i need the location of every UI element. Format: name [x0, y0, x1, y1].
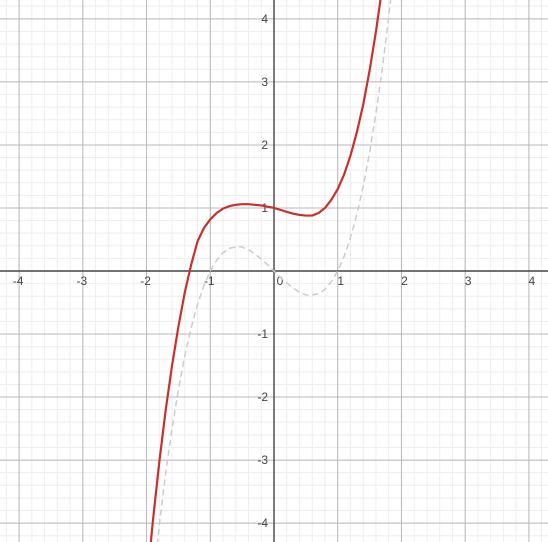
y-tick-label: -4: [257, 516, 268, 530]
y-tick-label: 4: [261, 12, 268, 26]
y-tick-label: -2: [257, 390, 268, 404]
y-tick-label: -3: [257, 453, 268, 467]
y-tick-label: 3: [261, 75, 268, 89]
x-tick-label: -4: [13, 274, 24, 288]
x-tick-label: -3: [77, 274, 88, 288]
x-tick-label: 3: [465, 274, 472, 288]
x-tick-label: -2: [140, 274, 151, 288]
coordinate-plane-chart: -4-3-2-101234-4-3-2-11234: [0, 0, 548, 542]
x-tick-label: 4: [529, 274, 536, 288]
x-tick-label: -1: [204, 274, 215, 288]
y-tick-label: -1: [257, 327, 268, 341]
y-tick-label: 2: [261, 138, 268, 152]
y-tick-label: 1: [261, 201, 268, 215]
x-tick-label: 1: [337, 274, 344, 288]
x-tick-label: 2: [401, 274, 408, 288]
